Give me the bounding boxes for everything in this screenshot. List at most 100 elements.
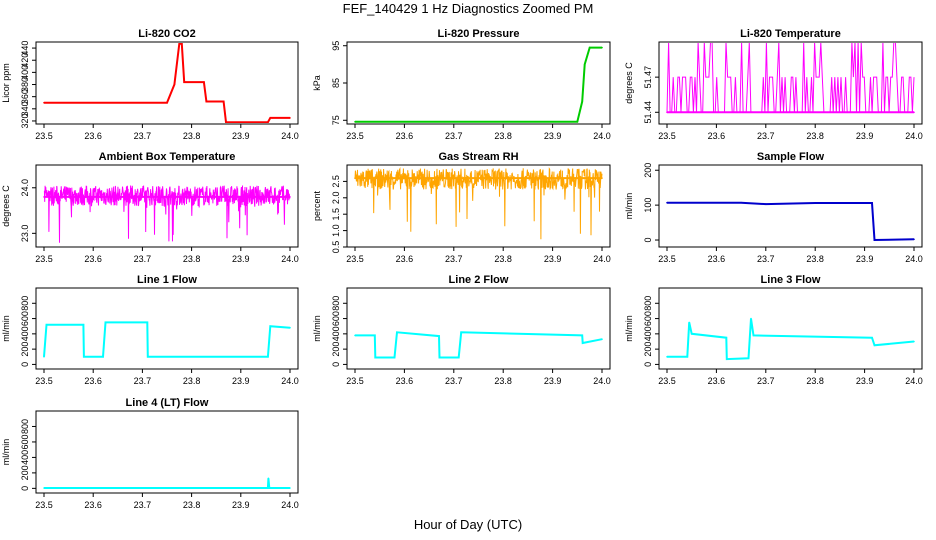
y-tick-label: 600	[643, 311, 653, 326]
data-point	[181, 43, 183, 45]
data-point	[45, 323, 48, 326]
x-tick-label: 23.5	[346, 376, 364, 386]
y-axis-label: ml/min	[624, 193, 634, 220]
panel-9: Line 3 Flow ml/min 23.5 23.6 23.7 23.8 23.9 24.…	[624, 274, 923, 386]
x-tick-label: 23.5	[35, 500, 53, 510]
y-tick-label: 800	[643, 296, 653, 311]
x-tick-label: 23.6	[84, 131, 102, 141]
panel-title: Line 2 Flow	[449, 274, 509, 286]
y-tick-label: 400	[20, 450, 30, 465]
x-tick-label: 23.8	[494, 131, 512, 141]
data-point	[814, 202, 816, 204]
panel-2: Li-820 Pressure kPa 23.5 23.6 23.7 23.8 23.9 24…	[312, 28, 611, 141]
panel-title: Ambient Box Temperature	[99, 151, 236, 163]
y-tick-label: 800	[20, 419, 30, 434]
x-tick-label: 23.7	[134, 131, 152, 141]
x-tick-label: 23.8	[806, 376, 824, 386]
x-tick-label: 24.0	[593, 131, 611, 141]
y-tick-label: 600	[20, 434, 30, 449]
series-texture	[666, 43, 915, 113]
x-tick-label: 23.7	[757, 131, 775, 141]
x-tick-label: 23.5	[35, 131, 53, 141]
series-line	[667, 318, 915, 361]
x-tick-label: 23.8	[806, 131, 824, 141]
x-tick-label: 23.6	[708, 254, 726, 264]
x-tick-label: 23.8	[183, 131, 201, 141]
y-tick-label: 400	[331, 326, 341, 341]
data-point	[460, 331, 463, 334]
y-tick-label: 0	[20, 362, 30, 367]
data-point	[267, 121, 269, 123]
x-tick-label: 24.0	[905, 131, 923, 141]
data-point	[43, 487, 45, 489]
x-tick-label: 24.0	[281, 254, 299, 264]
data-point	[203, 81, 205, 83]
y-tick-label: 420	[20, 53, 30, 68]
plot-frame	[346, 287, 611, 370]
x-tick-label: 23.8	[494, 254, 512, 264]
data-point	[873, 239, 876, 241]
y-tick-label: 200	[20, 342, 30, 357]
panel-7: Line 1 Flow ml/min 23.5 23.6 23.7 23.8 23.9 24.…	[1, 274, 299, 386]
data-point	[166, 101, 168, 104]
series-line	[355, 331, 603, 359]
x-tick-label: 23.9	[232, 254, 250, 264]
data-point	[43, 196, 45, 198]
data-point	[457, 356, 460, 359]
data-point	[178, 43, 181, 45]
plot-frame	[35, 164, 299, 248]
x-tick-label: 23.7	[134, 254, 152, 264]
data-point	[601, 177, 603, 179]
panel-title: Li-820 Temperature	[740, 28, 841, 40]
x-tick-label: 23.7	[757, 254, 775, 264]
y-tick-label: 1.5	[331, 208, 341, 221]
data-point	[688, 321, 690, 324]
data-point	[269, 117, 272, 119]
x-tick-label: 24.0	[905, 376, 923, 386]
page-title: FEF_140429 1 Hz Diagnostics Zoomed PM	[342, 1, 594, 16]
plot-frame	[35, 41, 299, 125]
data-point	[354, 121, 356, 123]
x-tick-label: 23.6	[84, 254, 102, 264]
data-point	[354, 334, 356, 337]
plot-frame	[346, 164, 611, 248]
y-tick-label: 0	[643, 238, 653, 243]
x-tick-label: 23.8	[183, 254, 201, 264]
x-tick-label: 23.6	[84, 376, 102, 386]
data-point	[725, 336, 728, 339]
x-tick-label: 23.9	[544, 131, 562, 141]
data-point	[374, 334, 376, 337]
series-line	[355, 46, 602, 123]
x-tick-label: 23.7	[445, 131, 463, 141]
x-tick-label: 23.9	[856, 376, 874, 386]
y-tick-label: 340	[20, 101, 30, 116]
y-tick-label: 400	[20, 65, 30, 80]
x-tick-label: 24.0	[905, 254, 923, 264]
y-axis-label: ml/min	[1, 315, 11, 342]
x-tick-label: 23.7	[757, 376, 775, 386]
x-tick-label: 24.0	[281, 131, 299, 141]
panel-title: Gas Stream RH	[438, 151, 518, 163]
x-tick-label: 23.9	[544, 254, 562, 264]
data-point	[43, 101, 45, 104]
data-layer	[354, 331, 603, 359]
y-tick-label: 380	[20, 77, 30, 92]
x-tick-label: 23.6	[396, 376, 414, 386]
data-point	[581, 100, 583, 103]
plot-frame	[35, 410, 299, 494]
y-axis-label: ml/min	[624, 315, 634, 342]
x-tick-label: 24.0	[281, 376, 299, 386]
x-tick-label: 23.6	[708, 376, 726, 386]
y-tick-label: 400	[20, 326, 30, 341]
data-point	[225, 121, 227, 123]
series-line	[667, 201, 915, 242]
x-tick-label: 23.9	[232, 500, 250, 510]
y-tick-label: 75	[331, 115, 341, 125]
y-tick-label: 200	[331, 342, 341, 357]
panel-title: Li-820 CO2	[138, 28, 195, 40]
x-tick-label: 23.5	[346, 254, 364, 264]
x-tick-label: 23.6	[396, 254, 414, 264]
plot-frame	[658, 164, 923, 248]
data-point	[726, 358, 728, 360]
data-layer	[43, 184, 291, 243]
